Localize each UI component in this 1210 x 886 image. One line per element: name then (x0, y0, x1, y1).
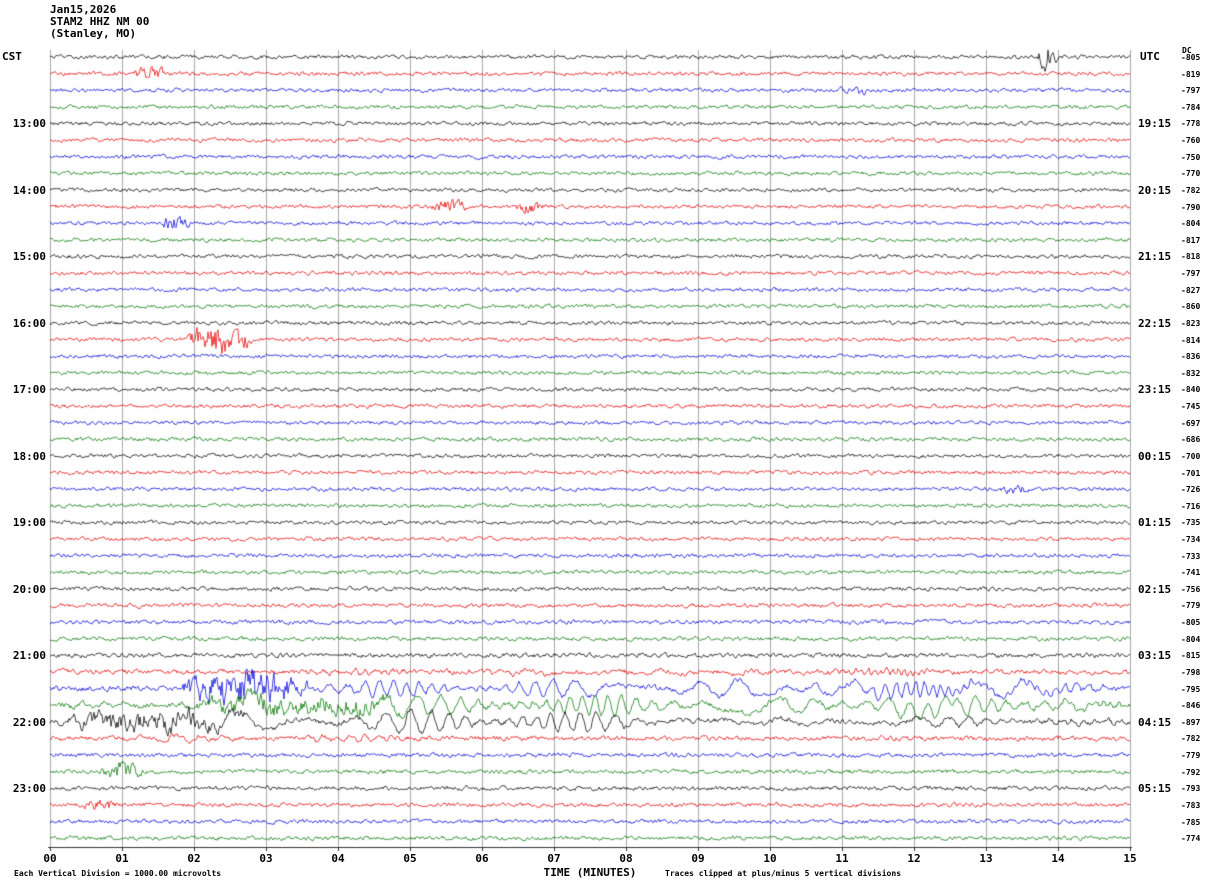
dc-value: -836 (1181, 352, 1201, 362)
dc-value: -827 (1181, 285, 1201, 295)
dc-value: -700 (1181, 451, 1201, 461)
dc-value: -798 (1181, 667, 1201, 677)
dc-value: -760 (1181, 136, 1201, 146)
header-date: Jan15,2026 (50, 3, 117, 16)
dc-value: -686 (1181, 435, 1201, 445)
left-hour-label: 22:00 (12, 715, 46, 729)
dc-value: -818 (1181, 252, 1201, 262)
dc-value: -790 (1181, 202, 1201, 212)
dc-value: -815 (1181, 651, 1201, 661)
x-tick-label: 13 (979, 852, 993, 865)
dc-value: -804 (1181, 634, 1201, 644)
x-tick-label: 04 (331, 852, 345, 865)
x-tick-label: 14 (1051, 852, 1065, 865)
dc-value: -832 (1181, 368, 1201, 378)
dc-value: -823 (1181, 318, 1201, 328)
right-hour-label: 21:15 (1138, 250, 1172, 264)
dc-value: -735 (1181, 518, 1201, 528)
right-hour-label: 00:15 (1138, 449, 1172, 463)
left-hour-label: 20:00 (12, 582, 46, 596)
dc-value: -805 (1181, 618, 1201, 628)
right-hour-label: 19:15 (1138, 117, 1172, 131)
dc-value: -782 (1181, 734, 1201, 744)
left-hour-label: 14:00 (12, 183, 46, 197)
x-tick-label: 15 (1123, 852, 1137, 865)
dc-value: -805 (1181, 53, 1201, 62)
header-station: STAM2 HHZ NM 00 (50, 15, 150, 28)
x-tick-label: 08 (619, 852, 633, 865)
x-axis-title: TIME (MINUTES) (543, 866, 637, 879)
left-hour-label: 23:00 (12, 782, 46, 796)
dc-value: -774 (1181, 834, 1201, 844)
left-hour-label: 17:00 (12, 383, 46, 397)
dc-value: -795 (1181, 684, 1201, 694)
dc-value: -745 (1181, 402, 1201, 412)
dc-value: -697 (1181, 418, 1201, 428)
left-hour-label: 15:00 (12, 250, 46, 264)
dc-value: -779 (1181, 751, 1201, 761)
x-tick-label: 01 (115, 852, 129, 865)
dc-value: -793 (1181, 784, 1201, 794)
right-axis-title: UTC (1140, 50, 1160, 63)
x-tick-label: 11 (835, 852, 849, 865)
dc-column-title: DC (1182, 46, 1192, 55)
dc-value: -716 (1181, 501, 1201, 511)
dc-value: -784 (1181, 102, 1201, 112)
x-tick-label: 03 (259, 852, 273, 865)
left-hour-label: 13:00 (12, 117, 46, 131)
x-tick-label: 06 (475, 852, 489, 865)
header-location: (Stanley, MO) (50, 27, 137, 40)
dc-value: -797 (1181, 86, 1201, 96)
left-hour-label: 18:00 (12, 449, 46, 463)
dc-value: -741 (1181, 568, 1201, 578)
dc-value: -734 (1181, 534, 1201, 544)
x-tick-label: 09 (691, 852, 705, 865)
dc-value: -819 (1181, 69, 1201, 79)
x-tick-label: 07 (547, 852, 561, 865)
dc-value: -814 (1181, 335, 1201, 345)
left-hour-label: 16:00 (12, 316, 46, 330)
dc-value: -783 (1181, 800, 1201, 810)
left-hour-label: 21:00 (12, 649, 46, 663)
x-tick-label: 00 (43, 852, 57, 865)
dc-value: -778 (1181, 119, 1201, 129)
right-hour-label: 02:15 (1138, 582, 1172, 596)
dc-value: -840 (1181, 385, 1201, 395)
x-tick-label: 02 (187, 852, 201, 865)
dc-value: -804 (1181, 219, 1201, 229)
x-tick-label: 12 (907, 852, 921, 865)
dc-value: -846 (1181, 701, 1201, 711)
right-hour-label: 01:15 (1138, 516, 1172, 530)
dc-value: -782 (1181, 185, 1201, 195)
dc-value: -797 (1181, 269, 1201, 279)
footer-scale-note: Each Vertical Division = 1000.00 microvo… (14, 869, 222, 878)
dc-value: -785 (1181, 817, 1201, 827)
dc-value: -897 (1181, 717, 1201, 727)
dc-value: -701 (1181, 468, 1201, 478)
left-axis-title: CST (2, 50, 22, 63)
footer-clip-note: Traces clipped at plus/minus 5 vertical … (665, 869, 902, 878)
right-hour-label: 23:15 (1138, 383, 1172, 397)
right-hour-label: 04:15 (1138, 715, 1172, 729)
dc-value: -860 (1181, 302, 1201, 312)
dc-value: -792 (1181, 767, 1201, 777)
right-hour-label: 05:15 (1138, 782, 1172, 796)
dc-value: -770 (1181, 169, 1201, 179)
dc-value: -817 (1181, 235, 1201, 245)
right-hour-label: 20:15 (1138, 183, 1172, 197)
dc-value: -726 (1181, 485, 1201, 495)
dc-value: -779 (1181, 601, 1201, 611)
right-hour-label: 22:15 (1138, 316, 1172, 330)
dc-value: -733 (1181, 551, 1201, 561)
left-hour-label: 19:00 (12, 516, 46, 530)
dc-value: -756 (1181, 584, 1201, 594)
x-tick-label: 10 (763, 852, 777, 865)
right-hour-label: 03:15 (1138, 649, 1172, 663)
x-tick-label: 05 (403, 852, 417, 865)
dc-value: -750 (1181, 152, 1201, 162)
